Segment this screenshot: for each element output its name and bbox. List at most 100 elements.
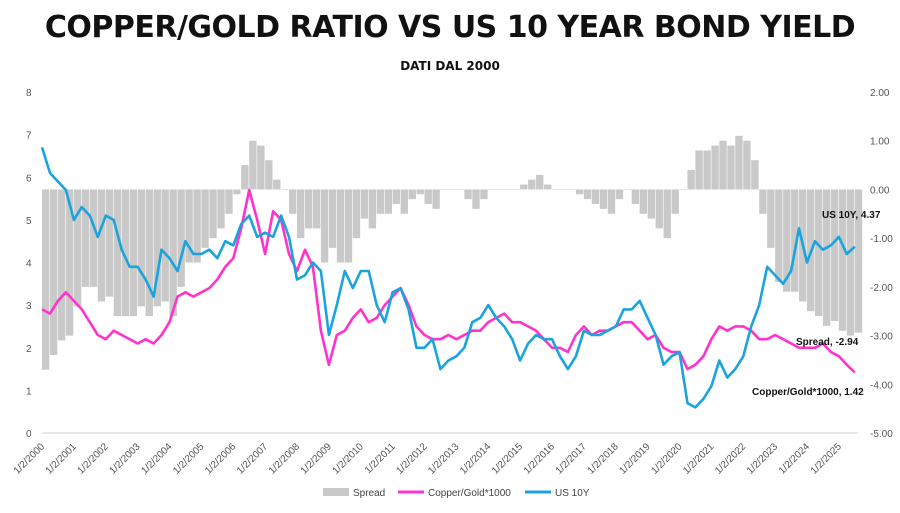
y-left-tick: 5: [26, 216, 32, 227]
x-tick-label: 1/2/2006: [203, 441, 239, 477]
spread-bar: [599, 189, 608, 209]
chart-subtitle: DATI DAL 2000: [400, 59, 500, 73]
y-left-tick: 6: [26, 173, 32, 184]
y-right-tick: -4.00: [870, 380, 893, 391]
spread-bar: [583, 189, 592, 200]
spread-bar: [472, 189, 480, 209]
spread-bar: [536, 174, 544, 190]
spread-bar: [703, 150, 711, 190]
legend-label: Spread: [353, 488, 385, 499]
spread-bar: [209, 189, 217, 239]
spread-bar: [57, 189, 66, 341]
y-right-tick: 2.00: [870, 88, 890, 99]
y-left-tick: 2: [26, 344, 32, 355]
spread-bar: [97, 189, 106, 302]
spread-bar: [65, 189, 74, 336]
spread-bar: [137, 189, 145, 307]
spread-bar: [273, 179, 281, 190]
copper-gold-line: [41, 188, 856, 374]
spread-bar: [719, 140, 727, 190]
y-left-tick: 4: [26, 259, 32, 270]
x-tick-label: 1/2/2009: [299, 441, 335, 477]
legend-swatch: [323, 488, 349, 496]
spread-bar: [281, 189, 289, 190]
spread-bar: [575, 189, 584, 195]
spread-bar: [49, 189, 58, 356]
spread-bar: [448, 189, 456, 190]
spread-bar: [687, 169, 695, 190]
spread-bar: [504, 189, 512, 190]
spread-bar: [631, 189, 640, 205]
y-right-tick: -1.00: [870, 234, 893, 245]
spread-bar: [711, 145, 719, 190]
spread-bar: [464, 189, 472, 200]
spread-bar: [671, 189, 679, 214]
spread-bar: [559, 189, 568, 190]
spread-bar: [655, 189, 663, 229]
spread-bar: [854, 189, 863, 333]
spread-bar: [241, 165, 249, 190]
legend-label: Copper/Gold*1000: [428, 488, 511, 499]
spread-bar: [480, 189, 488, 200]
spread-bar: [73, 189, 82, 307]
spread-bar: [695, 150, 703, 190]
spread-bar: [161, 189, 169, 302]
spread-bar: [416, 189, 424, 195]
spread-bar: [297, 189, 305, 239]
spread-bar: [113, 189, 122, 317]
spread-bar: [376, 189, 385, 214]
spread-bar: [567, 189, 576, 190]
spread-bar: [647, 189, 655, 219]
x-tick-label: 1/2/2024: [777, 441, 813, 477]
spread-bar: [767, 189, 775, 248]
spread-bar: [408, 189, 416, 200]
x-tick-label: 1/2/2010: [331, 441, 367, 477]
spread-bar: [129, 189, 138, 317]
spread-bar: [759, 189, 767, 214]
spread-bar: [368, 189, 377, 229]
spread-bar: [775, 189, 783, 282]
spread-bar: [217, 189, 225, 229]
us10y-line: [40, 147, 856, 409]
x-tick-label: 1/2/2021: [681, 441, 717, 477]
spread-bar: [257, 145, 265, 190]
x-tick-label: 1/2/2004: [139, 441, 175, 477]
y-left-tick: 7: [26, 131, 32, 142]
spread-bar: [735, 135, 743, 190]
spread-bar: [400, 189, 408, 214]
y-right-tick: -2.00: [870, 283, 893, 294]
spread-bar: [185, 189, 193, 263]
x-tick-label: 1/2/2015: [490, 441, 526, 477]
spread-bar: [233, 189, 241, 195]
spread-bar: [121, 189, 130, 317]
y-right-tick: 0.00: [870, 185, 890, 196]
spread-bar: [440, 189, 448, 190]
x-tick-label: 1/2/2012: [394, 441, 430, 477]
spread-bar: [528, 179, 536, 190]
series-annotation: US 10Y, 4.37: [822, 210, 881, 221]
x-tick-label: 1/2/2025: [809, 441, 845, 477]
x-tick-label: 1/2/2016: [522, 441, 558, 477]
spread-bar: [615, 189, 624, 200]
y-left-tick: 1: [26, 386, 32, 397]
spread-bar: [344, 189, 353, 263]
x-tick-label: 1/2/2005: [171, 441, 207, 477]
spread-bar: [225, 189, 233, 214]
spread-bar: [727, 145, 735, 190]
y-left-tick: 3: [26, 301, 32, 312]
x-tick-label: 1/2/2007: [235, 441, 271, 477]
x-tick-label: 1/2/2000: [12, 441, 48, 477]
spread-bar: [639, 189, 648, 214]
spread-bar: [384, 189, 393, 214]
spread-bar: [193, 189, 201, 263]
spread-bar: [552, 189, 560, 190]
spread-bar: [663, 189, 671, 239]
spread-bar: [743, 140, 751, 190]
x-tick-label: 1/2/2022: [713, 441, 749, 477]
chart-title: COPPER/GOLD RATIO VS US 10 YEAR BOND YIE…: [44, 10, 856, 45]
spread-bar: [679, 189, 687, 190]
x-tick-label: 1/2/2008: [267, 441, 303, 477]
spread-bar: [289, 189, 297, 214]
x-tick-label: 1/2/2020: [649, 441, 685, 477]
